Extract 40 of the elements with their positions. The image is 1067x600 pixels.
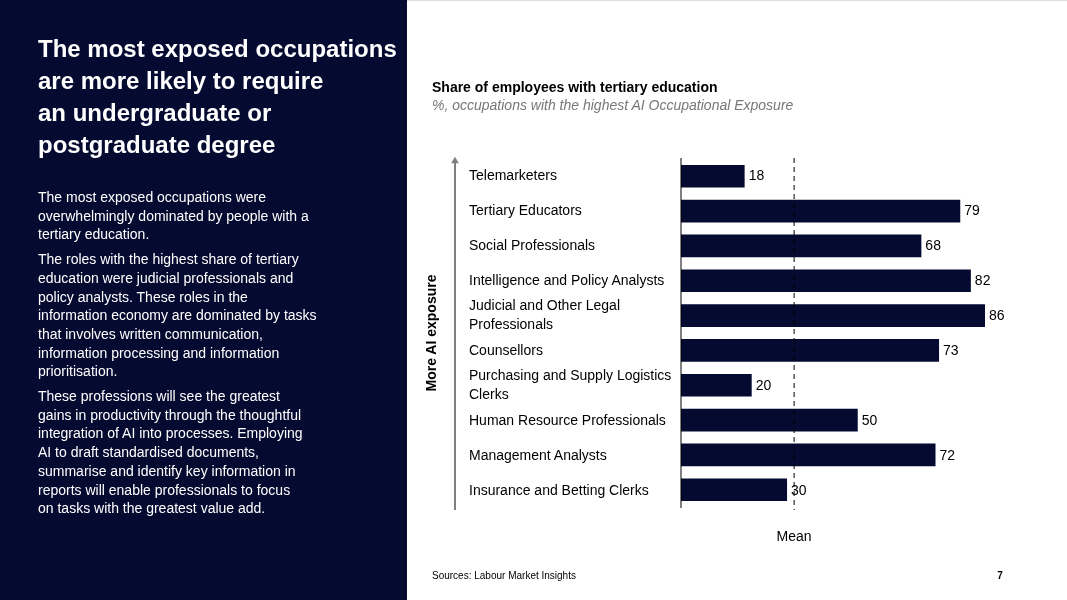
bar (681, 269, 971, 293)
ref-line-label: Mean (776, 528, 812, 544)
source-note: Sources: Labour Market Insights (432, 570, 576, 581)
text: The most exposed occupations were overwhelmingly dominated by people with a tertiary education. (38, 189, 310, 243)
text: The roles with the highest share of tertiary education were judicial professionals and policy analysts. These roles in the information economy are dominated by tasks that involves written communication, information processing and information prioritisation. (38, 251, 317, 380)
text: 7 (997, 570, 1004, 581)
text: These professions will see the greatest gains in productivity through the thoughtful integration of AI into processes. Employing AI to draft standardised documents, summarise and identify key information in reports will enable professionals to focus on tasks with the greatest value add. (38, 388, 303, 517)
data-label: 73 (943, 341, 959, 358)
data-label: 79 (964, 201, 981, 218)
y-tick-label: Purchasing and Supply Logistics Clerks (469, 367, 672, 402)
text: The most exposed occupations are more likely to require an undergraduate or postgraduate degree (38, 35, 397, 158)
y-tick-label: Counsellors (469, 341, 543, 358)
data-label: 20 (755, 376, 772, 393)
data-label: 30 (791, 481, 807, 498)
bar (681, 478, 788, 502)
bar (681, 373, 752, 397)
bar (681, 234, 922, 258)
y-tick-label: Tertiary Educators (469, 201, 582, 218)
bar (681, 339, 940, 362)
y-tick-label: Insurance and Betting Clerks (469, 481, 649, 498)
bar (681, 443, 936, 467)
chart-subtitle: %, occupations with the highest AI Occupational Exposure (432, 97, 794, 113)
bar (681, 199, 961, 223)
y-tick-label: Judicial and Other Legal Professionals (469, 297, 620, 332)
y-axis-title: More AI exposure (423, 274, 439, 392)
bar (681, 408, 858, 432)
y-tick-label: Social Professionals (469, 236, 596, 253)
y-tick-label: Human Resource Professionals (469, 411, 666, 428)
data-label: 82 (974, 271, 991, 288)
y-tick-label: Intelligence and Policy Analysts (469, 271, 665, 288)
y-tick-label: Telemarketers (469, 166, 557, 183)
data-label: 86 (989, 306, 1005, 323)
y-tick-label: Management Analysts (469, 446, 607, 463)
data-label: 68 (925, 236, 942, 253)
data-label: 72 (939, 446, 956, 463)
data-label: 18 (748, 166, 765, 183)
bar (681, 304, 985, 327)
data-label: 50 (861, 411, 878, 428)
chart-title: Share of employees with tertiary education (432, 79, 718, 95)
bar (681, 164, 745, 188)
